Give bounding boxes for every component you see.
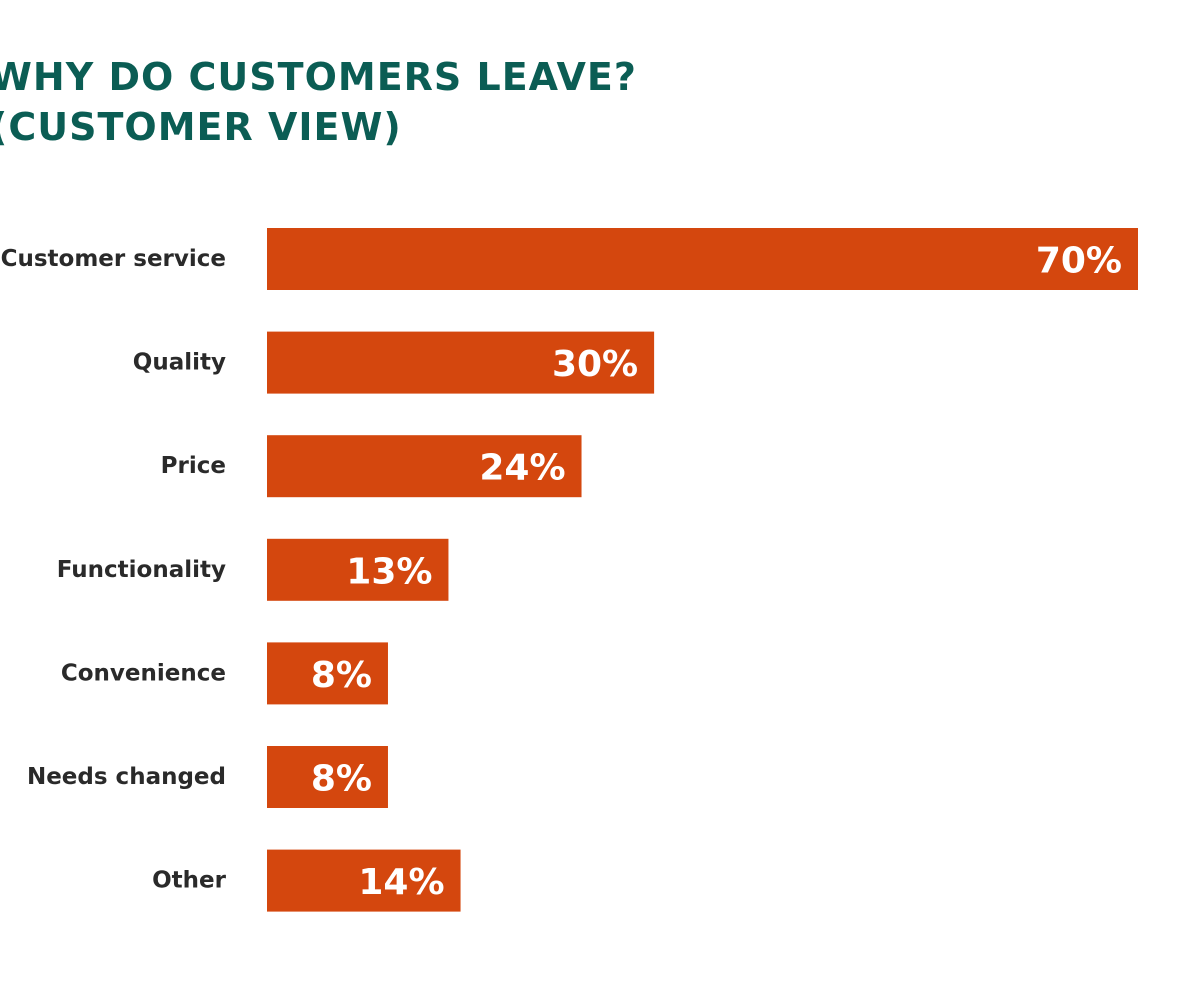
category-label: Functionality <box>57 557 226 583</box>
value-label: 14% <box>358 862 444 903</box>
bar-group: Customer service 70% Quality 30% Price 24% Fun… <box>1 228 1138 912</box>
bar-convenience <box>267 642 388 705</box>
chart-title: WHY DO CUSTOMERS LEAVE? (CUSTOMER VIEW) <box>0 52 637 152</box>
value-label: 13% <box>346 551 432 592</box>
category-label: Convenience <box>61 660 226 686</box>
bar-customer-service <box>267 228 1138 290</box>
bar-needs-changed <box>267 746 388 808</box>
category-label: Quality <box>133 350 226 376</box>
category-label: Customer service <box>1 246 226 272</box>
value-label: 30% <box>552 344 638 385</box>
value-label: 8% <box>311 655 372 696</box>
value-label: 8% <box>311 759 372 800</box>
bar-price <box>267 435 582 498</box>
bar-quality <box>267 331 655 394</box>
chart-title-line-2: (CUSTOMER VIEW) <box>0 105 402 149</box>
category-label: Price <box>161 453 226 479</box>
value-label: 70% <box>1036 241 1122 282</box>
bar-other <box>267 849 461 912</box>
value-label: 24% <box>479 448 565 489</box>
bar-functionality <box>267 538 449 601</box>
category-label: Needs changed <box>27 764 226 790</box>
category-label: Other <box>152 868 227 894</box>
chart-title-line-1: WHY DO CUSTOMERS LEAVE? <box>0 55 637 99</box>
